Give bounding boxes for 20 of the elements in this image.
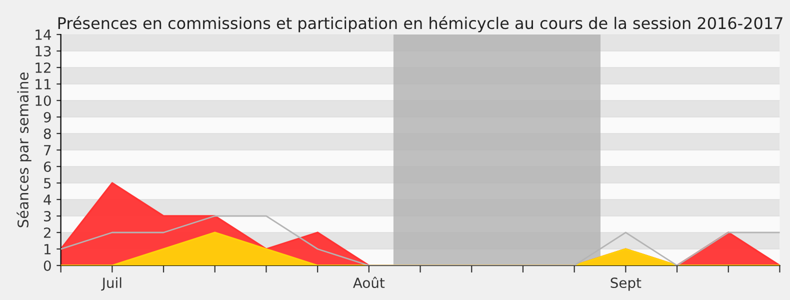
y-tick-label: 14 [36, 30, 52, 40]
y-tick-label: 12 [36, 62, 50, 73]
x-tick-label: Juil [101, 277, 122, 291]
y-tick-label: 1 [44, 244, 51, 254]
y-tick-label: 4 [44, 194, 52, 205]
y-tick-label: 13 [36, 46, 51, 56]
x-tick-label: Août [353, 276, 385, 288]
y-axis-title: Séances par semaine [16, 72, 32, 228]
chart-title: Présences en commissions et participation en hémicycle au cours de la session 2016-2017 [58, 16, 782, 32]
y-tick-label: 7 [44, 145, 51, 156]
y-tick-label: 6 [44, 161, 51, 172]
y-tick-label: 3 [44, 210, 51, 222]
y-tick-label: 5 [44, 178, 51, 188]
y-tick-label: 0 [44, 260, 51, 271]
y-tick-label: 9 [44, 112, 51, 122]
y-tick-label: 11 [36, 79, 51, 90]
y-tick-label: 10 [36, 95, 51, 106]
y-tick-label: 2 [44, 227, 50, 238]
y-tick-label: 8 [44, 128, 51, 139]
x-tick-label: Sept [610, 278, 642, 291]
